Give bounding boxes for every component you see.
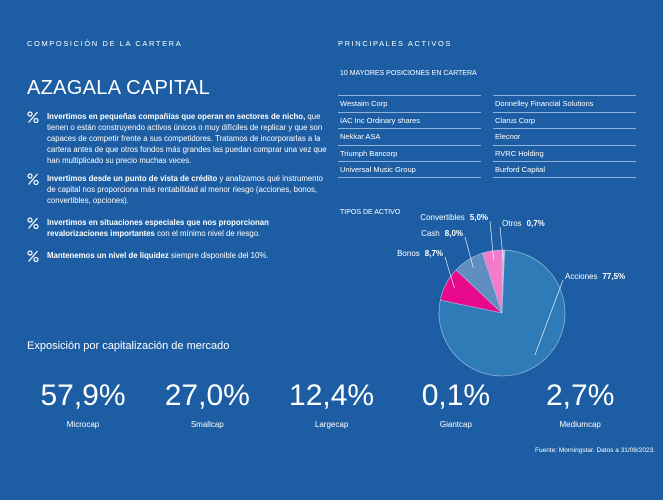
icon-dot — [27, 250, 33, 256]
slice-value: 8,7% — [425, 249, 443, 258]
leader-line — [534, 279, 564, 356]
chart-title: TIPOS DE ACTIVO — [340, 209, 401, 216]
icon-slash — [28, 111, 38, 123]
icon-dot — [27, 111, 33, 117]
slice-label: Cash 8,0% — [421, 229, 463, 238]
slice-value: 77,5% — [602, 272, 625, 281]
table-title: 10 MAYORES POSICIONES EN CARTERA — [340, 70, 477, 77]
market-cap-value: 57,9% — [40, 379, 126, 412]
holding: Universal Music Group — [338, 161, 481, 178]
bullet-text: que tienen o están construyendo activos … — [47, 112, 327, 165]
icon-dot — [33, 223, 39, 229]
percent-icon — [27, 217, 39, 229]
icon-dot — [33, 179, 39, 185]
slice-name: Cash — [421, 229, 440, 238]
slice-name: Acciones — [565, 272, 597, 281]
icon-dot — [33, 256, 39, 262]
bullet-text: y analizamos qué instrumento de capital … — [47, 174, 324, 205]
market-cap-item: 2,7% Mediumcap — [518, 378, 642, 429]
holding: Nekkar ASA — [338, 128, 481, 145]
section-title: Exposición por capitalización de mercado — [27, 340, 230, 352]
bullet: Invertimos en pequeñas compañías que ope… — [27, 111, 327, 166]
market-cap-value: 12,4% — [289, 379, 375, 412]
market-cap-value: 2,7% — [545, 379, 615, 412]
market-cap-value: 27,0% — [164, 379, 250, 412]
market-cap-value: 0,1% — [421, 379, 491, 412]
icon-dot — [27, 217, 33, 223]
slice-label: Acciones 77,5% — [565, 272, 625, 281]
leader-line — [444, 256, 455, 289]
holding: Burford Capital — [493, 161, 636, 178]
section-header: COMPOSICIÓN DE LA CARTERA — [27, 39, 183, 48]
slice-label: Otros 0,7% — [502, 219, 545, 228]
percent-icon — [27, 173, 39, 185]
bullet-bold: Invertimos en pequeñas compañías que ope… — [47, 112, 306, 121]
holding: IAC Inc Ordinary shares — [338, 111, 481, 129]
market-cap-item: 12,4% Largecap — [270, 378, 394, 429]
holding: Triumph Bancorp — [338, 144, 481, 162]
holding: Donnelley Financial Solutions — [493, 95, 636, 112]
market-cap-label: Microcap — [66, 420, 100, 429]
holdings-column: Donnelley Financial Solutions Clarus Corp… — [493, 95, 636, 178]
bullet-bold: Invertimos en situaciones especiales que… — [47, 218, 269, 238]
leader-line — [489, 220, 494, 261]
market-cap-item: 27,0% Smallcap — [145, 378, 269, 429]
icon-slash — [28, 250, 38, 262]
bullet-text: con el mínimo nivel de riesgo. — [157, 229, 261, 238]
fund-name: AZAGALA CAPITAL — [27, 77, 211, 99]
market-cap-item: 0,1% Giantcap — [394, 378, 518, 429]
market-cap-label: Smallcap — [190, 420, 224, 429]
footnote: Fuente: Morningstar. Datos a 31/08/2023. — [535, 447, 655, 454]
percent-icon — [27, 250, 39, 262]
slice-name: Convertibles — [420, 213, 464, 222]
slice-value: 5,0% — [470, 213, 488, 222]
bullet-bold: Invertimos desde un punto de vista de cr… — [47, 174, 218, 183]
market-cap-label: Mediumcap — [559, 420, 601, 429]
market-cap-label: Giantcap — [439, 420, 472, 429]
bullet-bold: Mantenemos un nivel de liquidez — [47, 251, 169, 260]
section-header: PRINCIPALES ACTIVOS — [338, 39, 453, 48]
slice-value: 8,0% — [445, 229, 463, 238]
holding: RVRC Holding — [493, 144, 636, 162]
slice-value: 0,7% — [527, 219, 545, 228]
percent-icon — [27, 111, 39, 123]
holding: Westaim Corp — [338, 95, 481, 112]
pie-slice — [482, 249, 503, 314]
leader-line — [464, 236, 474, 268]
bullet: Mantenemos un nivel de liquidez siempre … — [27, 250, 327, 262]
icon-dot — [27, 173, 33, 179]
holding: Elecnor — [493, 128, 636, 145]
bullet-text: siempre disponible del 10%. — [170, 251, 269, 260]
market-cap-label: Largecap — [314, 420, 349, 429]
icon-dot — [33, 117, 39, 123]
bullet: Invertimos desde un punto de vista de cr… — [27, 173, 327, 206]
leader-line — [499, 226, 504, 260]
market-cap-item: 57,9% Microcap — [21, 378, 145, 429]
holdings-column: Westaim Corp IAC Inc Ordinary shares Nekka… — [338, 95, 481, 178]
slice-label: Convertibles 5,0% — [420, 213, 488, 222]
slice-label: Bonos 8,7% — [397, 249, 443, 258]
holding: Clarus Corp — [493, 111, 636, 129]
icon-slash — [28, 217, 38, 229]
icon-slash — [28, 173, 38, 185]
bullet: Invertimos en situaciones especiales que… — [27, 217, 327, 239]
slice-name: Otros — [502, 219, 522, 228]
slice-name: Bonos — [397, 249, 420, 258]
